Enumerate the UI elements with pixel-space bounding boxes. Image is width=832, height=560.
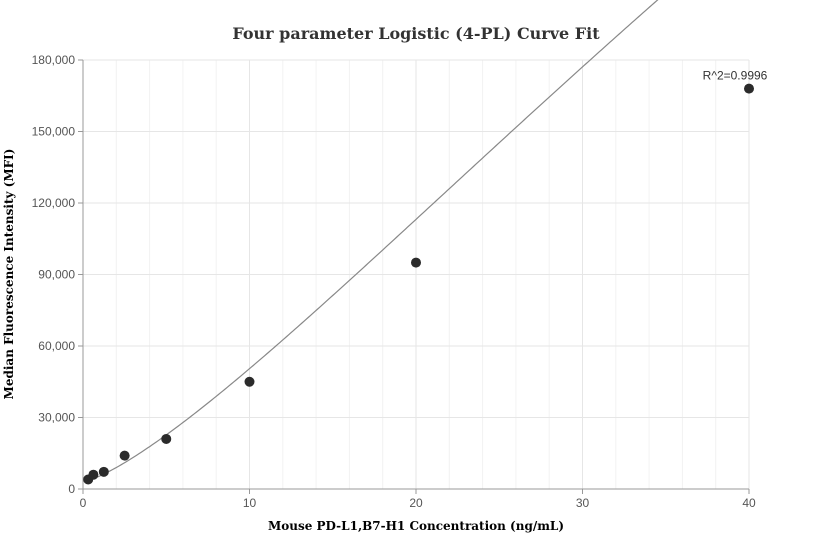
data-points: [83, 83, 754, 485]
axes: [78, 59, 750, 494]
tick-labels: 0 10 20 30 40 0 30,000 60,000 90,000 120,000 150,0…: [32, 53, 756, 510]
data-point: [744, 83, 754, 94]
y-tick-label: 0: [68, 482, 75, 496]
x-tick-label: 20: [409, 496, 423, 510]
grid: [83, 59, 750, 489]
x-tick-label: 40: [742, 496, 756, 510]
y-tick-label: 150,000: [32, 125, 76, 139]
x-tick-label: 30: [576, 496, 590, 510]
data-point: [98, 466, 109, 477]
y-tick-label: 60,000: [38, 339, 75, 353]
y-tick-label: 30,000: [38, 411, 75, 425]
data-point: [88, 469, 99, 480]
y-tick-label: 90,000: [38, 268, 75, 282]
y-tick-label: 120,000: [32, 196, 76, 210]
r-squared-annotation: R^2=0.9996: [703, 69, 768, 83]
y-axis-label: Median Fluorescence Intensity (MFI): [2, 149, 16, 400]
x-axis-label: Mouse PD-L1,B7-H1 Concentration (ng/mL): [268, 519, 564, 533]
data-point: [161, 433, 172, 444]
data-point: [244, 376, 255, 387]
chart-title: Four parameter Logistic (4-PL) Curve Fit: [232, 24, 600, 43]
x-tick-label: 10: [243, 496, 257, 510]
x-tick-label: 0: [80, 496, 87, 510]
data-point: [119, 450, 130, 461]
y-tick-label: 180,000: [32, 53, 76, 67]
fit-curve: [88, 0, 659, 482]
data-point: [411, 257, 421, 268]
